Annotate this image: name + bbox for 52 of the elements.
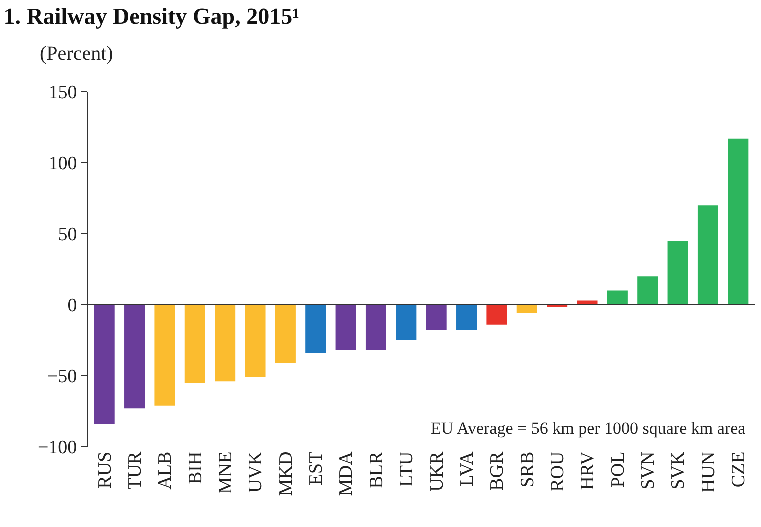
bar bbox=[306, 305, 326, 354]
x-tick-label: MKD bbox=[276, 452, 297, 496]
bar bbox=[728, 138, 749, 305]
x-tick-label: UVK bbox=[246, 452, 267, 493]
x-tick-label: HUN bbox=[698, 452, 720, 493]
x-tick-label: SVN bbox=[638, 452, 660, 490]
annotation: EU Average = 56 km per 1000 square km area bbox=[431, 419, 746, 438]
bar bbox=[486, 305, 508, 325]
x-tick-label: BGR bbox=[487, 451, 508, 491]
y-tick-label: 150 bbox=[48, 82, 78, 104]
x-tick-label: BLR bbox=[366, 451, 388, 489]
x-tick-label: ROU bbox=[547, 452, 568, 492]
chart-title: 1. Railway Density Gap, 2015¹ bbox=[4, 4, 300, 30]
bar bbox=[426, 305, 447, 331]
y-tick-label: −100 bbox=[38, 438, 78, 459]
x-tick-label: MDA bbox=[336, 452, 358, 496]
y-tick-label: −50 bbox=[47, 366, 78, 388]
x-tick-label: ALB bbox=[155, 452, 176, 490]
x-tick-label: UKR bbox=[426, 451, 448, 492]
bar bbox=[577, 300, 598, 305]
bar bbox=[336, 305, 356, 350]
bar bbox=[366, 305, 386, 350]
x-tick-label: EST bbox=[306, 451, 328, 486]
x-tick-label: SVK bbox=[668, 452, 690, 490]
x-tick-label: TUR bbox=[124, 451, 146, 490]
x-tick-label: RUS bbox=[94, 452, 116, 489]
y-tick-label: 50 bbox=[58, 224, 78, 246]
x-tick-label: LVA bbox=[456, 452, 478, 487]
x-tick-label: LTU bbox=[396, 452, 418, 488]
y-tick-label: 100 bbox=[48, 154, 78, 175]
bar bbox=[607, 290, 628, 305]
x-tick-label: POL bbox=[608, 452, 629, 488]
bar bbox=[215, 305, 236, 382]
x-tick-label: CZE bbox=[728, 452, 750, 488]
bar bbox=[154, 305, 176, 406]
bar bbox=[124, 305, 146, 409]
chart-subtitle: (Percent) bbox=[40, 43, 114, 65]
x-tick-label: MNE bbox=[215, 452, 236, 494]
bar bbox=[94, 305, 115, 424]
bar bbox=[456, 305, 478, 331]
bar bbox=[516, 305, 538, 314]
x-tick-label: SRB bbox=[517, 452, 538, 488]
bar bbox=[184, 305, 206, 384]
x-tick-label: BIH bbox=[185, 452, 206, 485]
bar bbox=[698, 206, 718, 305]
bar bbox=[275, 305, 296, 364]
bar bbox=[638, 276, 658, 305]
bar bbox=[668, 241, 688, 305]
x-tick-label: HRV bbox=[578, 452, 599, 490]
bar bbox=[245, 305, 266, 378]
bar bbox=[396, 305, 417, 340]
y-tick-label: 0 bbox=[68, 296, 78, 317]
